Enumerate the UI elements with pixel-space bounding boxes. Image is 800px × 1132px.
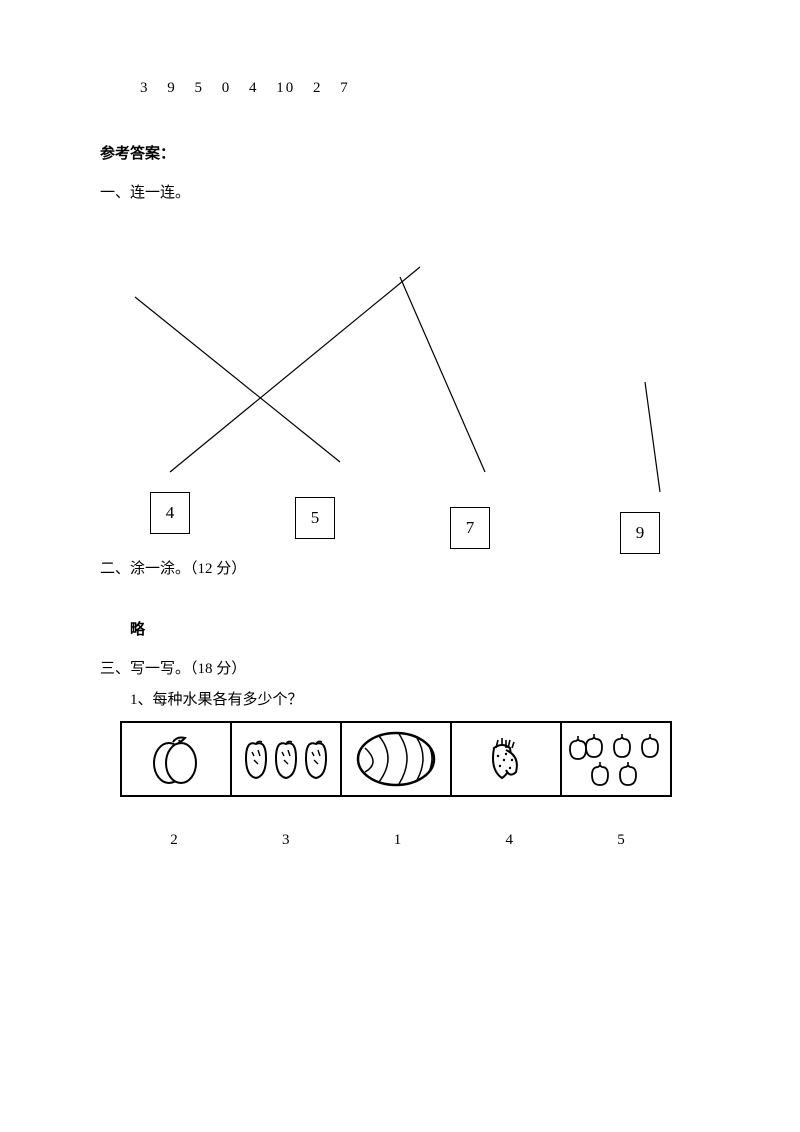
fruit-answer: 2 bbox=[120, 832, 228, 849]
peach-icon bbox=[236, 730, 336, 788]
num: 5 bbox=[195, 80, 205, 96]
connect-box-label: 9 bbox=[636, 523, 645, 543]
connect-box: 4 bbox=[150, 492, 190, 534]
connect-box-label: 4 bbox=[166, 503, 175, 523]
num: 0 bbox=[222, 80, 232, 96]
section3-title: 三、写一写。（18 分） bbox=[100, 657, 700, 678]
fruit-answer: 4 bbox=[455, 832, 563, 849]
num: 9 bbox=[167, 80, 177, 96]
num: 3 bbox=[140, 80, 150, 96]
fruit-cell-mango bbox=[121, 722, 231, 796]
section1-title: 一、连一连。 bbox=[100, 181, 700, 202]
fruit-answer: 1 bbox=[344, 832, 452, 849]
fruit-cell-peach bbox=[231, 722, 341, 796]
answers-heading: 参考答案： bbox=[100, 142, 700, 163]
fruit-cell-strawberry bbox=[451, 722, 561, 796]
connect-diagram: 4 5 7 9 bbox=[100, 212, 700, 552]
connect-box: 7 bbox=[450, 507, 490, 549]
fruit-cell-watermelon bbox=[341, 722, 451, 796]
fruit-answer: 5 bbox=[567, 832, 675, 849]
connect-lines-svg bbox=[100, 212, 700, 552]
fruit-answer: 3 bbox=[232, 832, 340, 849]
fruit-cell-apple bbox=[561, 722, 671, 796]
section2-title: 二、涂一涂。（12 分） bbox=[100, 557, 700, 578]
connect-box-label: 5 bbox=[311, 508, 320, 528]
fruit-answers-row: 2 3 1 4 5 bbox=[120, 832, 700, 849]
num: 10 bbox=[276, 80, 295, 96]
watermelon-icon bbox=[351, 728, 441, 790]
mango-icon bbox=[145, 730, 207, 788]
fruit-table bbox=[120, 721, 672, 797]
section3-sub1: 1、每种水果各有多少个？ bbox=[130, 688, 700, 709]
top-number-row: 3 9 5 0 4 10 2 7 bbox=[140, 80, 700, 97]
connect-box: 9 bbox=[620, 512, 660, 554]
num: 4 bbox=[249, 80, 259, 96]
connect-box: 5 bbox=[295, 497, 335, 539]
num: 7 bbox=[340, 80, 350, 96]
apple-icon bbox=[566, 727, 666, 791]
num: 2 bbox=[313, 80, 323, 96]
strawberry-icon bbox=[476, 730, 536, 788]
section2-body: 略 bbox=[130, 618, 700, 639]
connect-box-label: 7 bbox=[466, 518, 475, 538]
